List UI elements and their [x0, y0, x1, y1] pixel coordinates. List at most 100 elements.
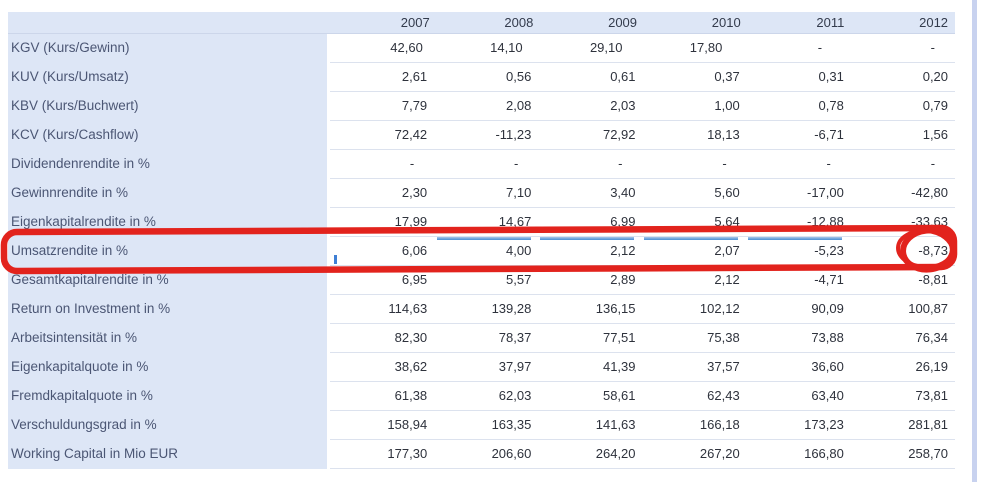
- value-cell: -5,23: [746, 237, 851, 266]
- blue-highlight-segment: [540, 237, 634, 240]
- value-cell: 102,12: [642, 295, 747, 324]
- table-row: KCV (Kurs/Cashflow) 72,42 -11,23 72,92 18,13…: [8, 121, 956, 150]
- value-cell: 6,99: [538, 208, 643, 237]
- row-label: Eigenkapitalrendite in %: [8, 208, 330, 237]
- value-cell: 18,13: [642, 121, 747, 150]
- blue-highlight-segment: [748, 237, 842, 240]
- row-label: Return on Investment in %: [8, 295, 330, 324]
- value-cell: 3,40: [538, 179, 643, 208]
- value-cell: -: [434, 150, 539, 179]
- value-cell: -12,88: [746, 208, 851, 237]
- value-cell: 264,20: [538, 440, 643, 469]
- value-cell: 0,31: [746, 63, 851, 92]
- value-cell: 72,42: [330, 121, 435, 150]
- row-label: KGV (Kurs/Gewinn): [8, 34, 330, 63]
- value-cell: 267,20: [642, 440, 747, 469]
- value-cell: 114,63: [330, 295, 435, 324]
- row-label: KUV (Kurs/Umsatz): [8, 63, 330, 92]
- value-cell: 17,99: [330, 208, 435, 237]
- year-header: 2011: [816, 15, 845, 30]
- table-row: Dividendenrendite in % - - - - - -: [8, 150, 956, 179]
- value-cell: 158,94: [330, 411, 435, 440]
- value-cell: 0,20: [850, 63, 956, 92]
- value-cell: 2,12: [642, 266, 747, 295]
- value-cell: -: [842, 34, 955, 63]
- blue-highlight-segment: [644, 237, 738, 240]
- row-label: KCV (Kurs/Cashflow): [8, 121, 330, 150]
- year-header: 2008: [504, 15, 534, 30]
- value-cell: 0,37: [642, 63, 747, 92]
- value-cell: -: [746, 150, 851, 179]
- value-cell: 61,38: [330, 382, 435, 411]
- table-row: Eigenkapitalquote in % 38,62 37,97 41,39 37,…: [8, 353, 956, 382]
- value-cell: 42,60: [330, 34, 430, 63]
- value-cell: 26,19: [850, 353, 956, 382]
- value-cell: 258,70: [850, 440, 956, 469]
- value-cell: 41,39: [538, 353, 643, 382]
- value-cell: 90,09: [746, 295, 851, 324]
- table-row: Umsatzrendite in % 6,06 4,00 2,12 2,07 -5,23-…: [8, 237, 956, 266]
- row-label: KBV (Kurs/Buchwert): [8, 92, 330, 121]
- value-cell: 77,51: [538, 324, 643, 353]
- year-header: 2009: [608, 15, 638, 30]
- table-row: Return on Investment in % 114,63 139,28 136…: [8, 295, 956, 324]
- row-label: Eigenkapitalquote in %: [8, 353, 330, 382]
- value-cell: 6,95: [330, 266, 435, 295]
- value-cell: 36,60: [746, 353, 851, 382]
- row-label: Gewinnrendite in %: [8, 179, 330, 208]
- table-row: Fremdkapitalquote in % 61,38 62,03 58,61 62,…: [8, 382, 956, 411]
- row-label: Fremdkapitalquote in %: [8, 382, 330, 411]
- value-cell: 37,57: [642, 353, 747, 382]
- value-cell: 177,30: [330, 440, 435, 469]
- value-cell: 141,63: [538, 411, 643, 440]
- value-cell: 2,30: [330, 179, 435, 208]
- value-cell: 2,07: [642, 237, 747, 266]
- value-cell: -33,63: [850, 208, 956, 237]
- value-cell: 75,38: [642, 324, 747, 353]
- value-cell: 73,81: [850, 382, 956, 411]
- scrollbar-track[interactable]: [972, 0, 977, 482]
- value-cell: -: [850, 150, 956, 179]
- value-cell: 14,10: [429, 34, 530, 63]
- value-cell: -4,71: [746, 266, 851, 295]
- value-cell: 136,15: [538, 295, 643, 324]
- value-cell: 163,35: [434, 411, 539, 440]
- header-row: 2007 2008 2009 2010 2011 2012: [8, 12, 955, 34]
- value-cell: 2,03: [538, 92, 643, 121]
- financial-ratios-table: 2007 2008 2009 2010 2011 2012 KGV (Kurs/Gewin…: [8, 12, 956, 469]
- value-cell: 166,18: [642, 411, 747, 440]
- value-cell: 5,60: [642, 179, 747, 208]
- header-label-spacer: [8, 12, 333, 33]
- value-cell: 82,30: [330, 324, 435, 353]
- value-cell: 62,43: [642, 382, 747, 411]
- table-row: KGV (Kurs/Gewinn) 42,60 14,10 29,10 17,80- -: [8, 34, 955, 63]
- table-row: KUV (Kurs/Umsatz) 2,61 0,56 0,61 0,37 0,31 0,2…: [8, 63, 956, 92]
- value-cell: 0,78: [746, 92, 851, 121]
- value-cell: 7,10: [434, 179, 539, 208]
- value-cell: -: [729, 34, 843, 63]
- value-cell: -42,80: [850, 179, 956, 208]
- value-cell: 0,56: [434, 63, 539, 92]
- table-row: Gesamtkapitalrendite in % 6,95 5,57 2,89 2,1…: [8, 266, 956, 295]
- value-cell: 6,06: [330, 237, 435, 266]
- value-cell: 63,40: [746, 382, 851, 411]
- table-row: Arbeitsintensität in % 82,30 78,37 77,51 75,…: [8, 324, 956, 353]
- value-cell: 2,61: [330, 63, 435, 92]
- value-cell: 139,28: [434, 295, 539, 324]
- value-cell: 173,23: [746, 411, 851, 440]
- value-cell: 2,89: [538, 266, 643, 295]
- value-cell: 62,03: [434, 382, 539, 411]
- row-label: Arbeitsintensität in %: [8, 324, 330, 353]
- value-cell: 206,60: [434, 440, 539, 469]
- value-cell: -: [330, 150, 435, 179]
- table-body: KGV (Kurs/Gewinn) 42,60 14,10 29,10 17,80- - K…: [8, 34, 956, 469]
- value-cell: 100,87: [850, 295, 956, 324]
- value-cell: 58,61: [538, 382, 643, 411]
- value-cell: 5,57: [434, 266, 539, 295]
- row-label: Umsatzrendite in %: [8, 237, 330, 266]
- table-row: Eigenkapitalrendite in % 17,99 14,67 6,99 5,…: [8, 208, 956, 237]
- value-cell: 17,80: [629, 34, 730, 63]
- table-row: Working Capital in Mio EUR 177,30 206,60 26…: [8, 440, 956, 469]
- row-label: Dividendenrendite in %: [8, 150, 330, 179]
- blue-highlight-segment: [437, 237, 531, 240]
